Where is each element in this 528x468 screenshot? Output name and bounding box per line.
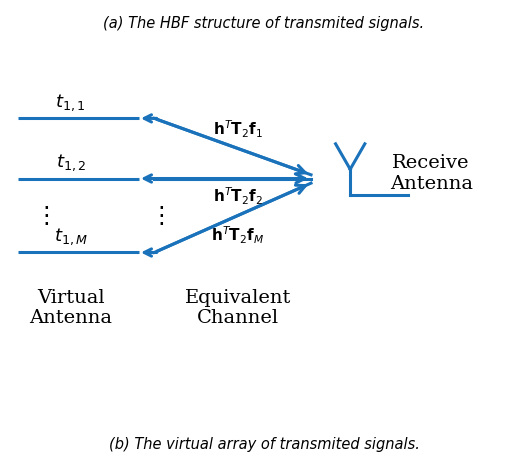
Text: $\vdots$: $\vdots$: [34, 204, 50, 227]
Text: $t_{1,2}$: $t_{1,2}$: [55, 152, 86, 173]
Text: Virtual
Antenna: Virtual Antenna: [29, 289, 112, 328]
Text: Receive
Antenna: Receive Antenna: [390, 154, 473, 193]
Text: (a) The HBF structure of transmited signals.: (a) The HBF structure of transmited sign…: [103, 16, 425, 31]
Text: $\mathbf{h}^{T}\mathbf{T}_{2}\mathbf{f}_{M}$: $\mathbf{h}^{T}\mathbf{T}_{2}\mathbf{f}_…: [211, 224, 265, 246]
Text: $t_{1,M}$: $t_{1,M}$: [54, 226, 88, 247]
Text: Equivalent
Channel: Equivalent Channel: [185, 289, 291, 328]
Text: $\mathbf{h}^{T}\mathbf{T}_{2}\mathbf{f}_{2}$: $\mathbf{h}^{T}\mathbf{T}_{2}\mathbf{f}_…: [213, 185, 263, 207]
Text: (b) The virtual array of transmited signals.: (b) The virtual array of transmited sign…: [109, 437, 419, 452]
Text: $t_{1,1}$: $t_{1,1}$: [55, 92, 86, 112]
Text: $\vdots$: $\vdots$: [149, 204, 164, 227]
Text: $\mathbf{h}^{T}\mathbf{T}_{2}\mathbf{f}_{1}$: $\mathbf{h}^{T}\mathbf{T}_{2}\mathbf{f}_…: [213, 118, 263, 140]
